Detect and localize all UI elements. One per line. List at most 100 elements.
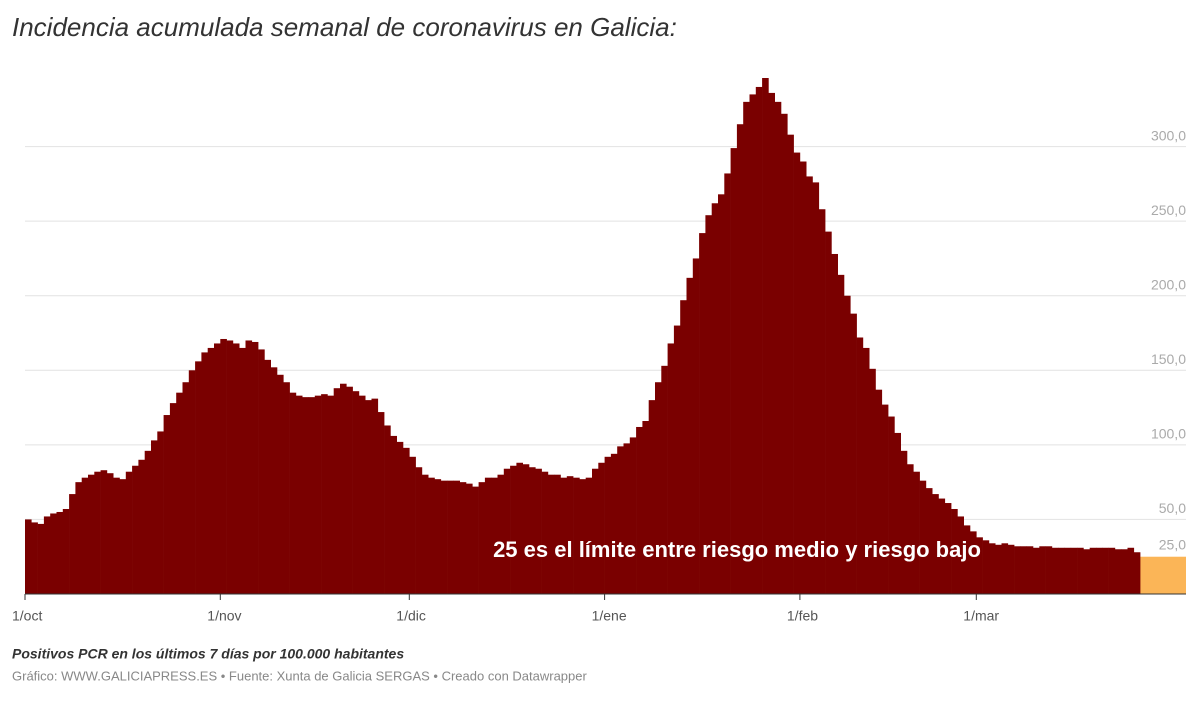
bar [875,389,883,594]
bar [724,173,731,595]
bar [799,161,807,594]
y-tick-label: 200,0 [1151,276,1186,292]
bar [579,479,586,594]
bar [151,440,158,594]
bar [484,477,492,594]
bar [371,398,379,594]
bar [900,450,908,594]
bar [554,474,561,594]
bar [1083,549,1090,594]
bar [787,134,794,594]
bar [831,253,838,595]
bar [963,525,971,594]
bar [302,397,309,594]
bar [472,486,479,594]
x-tick-label: 1/oct [12,608,42,624]
bar [718,194,725,594]
bar [1114,549,1122,594]
bar [856,337,864,594]
bar [308,397,316,594]
bar [478,482,486,594]
bar [283,382,290,594]
bar [403,447,410,594]
bar [976,537,983,594]
bar [812,182,820,594]
bar [390,435,397,594]
bar [535,468,542,594]
bar [434,479,442,594]
bar [31,522,38,594]
x-tick-label: 1/ene [592,608,627,624]
bar [1096,547,1103,594]
bar [837,274,845,594]
bar [1102,547,1109,594]
bar [648,400,656,594]
bar [144,450,152,594]
bar [352,391,360,594]
bar [749,94,757,594]
bar [295,395,303,594]
bar [333,388,341,594]
bar [491,477,498,594]
bar [705,215,712,594]
bar [1033,547,1040,594]
bar [686,277,694,594]
bar [951,508,958,594]
bar [182,382,190,594]
bar [157,431,164,594]
bar [598,462,605,594]
bar [384,425,391,594]
bar [925,488,933,594]
bar [125,471,133,594]
bar [1007,544,1015,594]
bar [277,374,284,594]
bar [1058,547,1065,594]
bar [169,403,177,594]
bar [982,540,990,594]
bar [623,443,631,594]
bar [421,474,429,594]
bar [844,295,851,594]
bar [100,470,108,594]
bar [907,464,914,594]
bar [113,477,120,594]
bar [566,476,574,594]
bar [220,338,227,594]
annotation: 25 es el límite entre riesgo medio y rie… [493,537,981,562]
bar [610,453,618,594]
bar [1039,546,1046,594]
bar [1089,547,1097,594]
bar [377,412,385,594]
bar [289,392,297,594]
bar [251,341,259,594]
bar [970,531,977,594]
bar [1077,547,1084,594]
bar [541,471,549,594]
bar [1045,546,1053,594]
bar [81,477,89,594]
bar [69,494,76,594]
bar [428,477,435,594]
x-tick-label: 1/dic [396,608,426,624]
bar [1051,547,1059,594]
bar [75,482,82,594]
bar [264,359,271,594]
bar [988,543,996,594]
y-tick-label: 300,0 [1151,127,1186,143]
bar [226,340,234,594]
bar [938,498,946,594]
bar [636,426,643,594]
bar [447,480,454,594]
bar [661,365,668,594]
bar [894,432,901,594]
bar [547,474,555,594]
bar [62,508,70,594]
bar [1014,546,1021,594]
bar [327,395,334,594]
bar [680,300,687,594]
subtitle: Positivos PCR en los últimos 7 días por … [12,646,404,662]
chart-title: Incidencia acumulada semanal de coronavi… [12,12,677,42]
bar [762,78,769,594]
bar [207,347,215,594]
y-tick-label: 100,0 [1151,426,1186,442]
